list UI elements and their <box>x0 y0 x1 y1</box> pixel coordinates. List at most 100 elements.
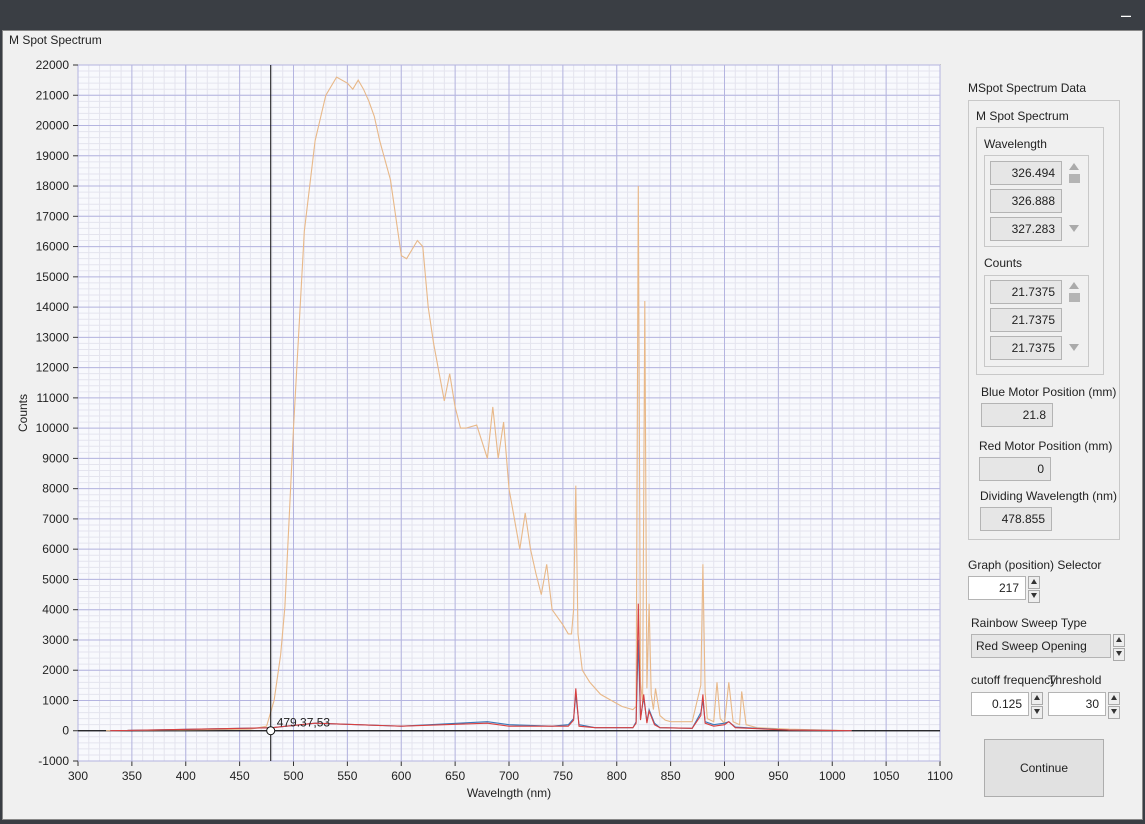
red-motor-field: 0 <box>979 457 1051 481</box>
rainbow-sweep-spinner[interactable] <box>1113 634 1125 661</box>
x-tick-label: 300 <box>68 769 88 783</box>
spectrum-chart[interactable]: 300 350 400 450 500 550 600 650 700 750 800 850 900 9… <box>3 31 953 819</box>
title-bar: – <box>0 0 1145 30</box>
y-tick-label: 7000 <box>42 512 69 526</box>
counts-scrollbar[interactable] <box>1068 278 1080 358</box>
blue-motor-label: Blue Motor Position (mm) <box>981 385 1117 399</box>
spin-down-icon[interactable] <box>1108 706 1120 719</box>
x-tick-label: 650 <box>445 769 465 783</box>
y-tick-label: 20000 <box>36 119 70 133</box>
cursor-label: 479.37,53 <box>277 716 331 730</box>
counts-value-1: 21.7375 <box>990 280 1062 304</box>
counts-list[interactable] <box>984 275 1089 367</box>
wavelength-value-2: 326.888 <box>990 189 1062 213</box>
continue-button[interactable]: Continue <box>984 739 1104 797</box>
wavelength-scrollbar[interactable] <box>1068 159 1080 239</box>
y-tick-label: 0 <box>62 724 69 738</box>
y-tick-label: 6000 <box>42 542 69 556</box>
threshold-spinner[interactable] <box>1108 692 1120 719</box>
x-tick-label: 500 <box>283 769 303 783</box>
scroll-up-icon[interactable] <box>1069 282 1079 289</box>
spin-up-icon[interactable] <box>1108 692 1120 705</box>
rainbow-sweep-label: Rainbow Sweep Type <box>971 616 1087 630</box>
spin-up-icon[interactable] <box>1028 576 1040 589</box>
y-tick-label: 2000 <box>42 663 69 677</box>
y-tick-label: 22000 <box>36 58 70 72</box>
x-tick-label: 800 <box>607 769 627 783</box>
threshold-input[interactable]: 30 <box>1048 692 1106 716</box>
series-line-1 <box>105 76 852 732</box>
x-tick-label: 600 <box>391 769 411 783</box>
threshold-label: Threshold <box>1048 673 1102 687</box>
cutoff-frequency-input[interactable]: 0.125 <box>971 692 1029 716</box>
y-tick-label: 21000 <box>36 88 70 102</box>
cursor-marker <box>266 726 276 736</box>
y-tick-label: 3000 <box>42 633 69 647</box>
y-tick-label: 16000 <box>36 240 70 254</box>
spectrum-window: M Spot Spectrum 300 350 400 450 500 550 600 650… <box>2 30 1143 820</box>
counts-value-2: 21.7375 <box>990 308 1062 332</box>
y-tick-label: 11000 <box>37 391 70 405</box>
dividing-wavelength-label: Dividing Wavelength (nm) <box>980 489 1117 503</box>
window-title: M Spot Spectrum <box>9 33 102 47</box>
wavelength-value-1: 326.494 <box>990 161 1062 185</box>
y-tick-label: 17000 <box>36 209 70 223</box>
x-tick-label: 1100 <box>927 769 953 783</box>
y-axis-label: Counts <box>16 394 30 432</box>
group-title: M Spot Spectrum <box>976 109 1069 123</box>
wavelength-value-3: 327.283 <box>990 217 1062 241</box>
y-tick-label: 15000 <box>36 270 70 284</box>
minimize-button[interactable]: – <box>1120 5 1131 25</box>
x-tick-label: 450 <box>230 769 250 783</box>
wavelength-list[interactable] <box>984 155 1089 247</box>
spin-up-icon[interactable] <box>1113 634 1125 647</box>
spin-down-icon[interactable] <box>1113 648 1125 661</box>
y-tick-label: 4000 <box>42 603 69 617</box>
x-tick-label: 400 <box>176 769 196 783</box>
x-tick-label: 950 <box>768 769 788 783</box>
rainbow-sweep-select[interactable]: Red Sweep Opening <box>971 634 1111 658</box>
y-tick-label: -1000 <box>38 754 69 768</box>
y-tick-label: 12000 <box>36 361 70 375</box>
blue-motor-field: 21.8 <box>981 403 1053 427</box>
graph-selector-spinner[interactable] <box>1028 576 1040 603</box>
y-tick-label: 19000 <box>36 149 70 163</box>
data-group-box <box>968 100 1120 540</box>
series-line-3 <box>110 603 852 732</box>
x-tick-label: 750 <box>553 769 573 783</box>
spin-down-icon[interactable] <box>1028 590 1040 603</box>
y-tick-label: 1000 <box>42 693 69 707</box>
counts-label: Counts <box>984 256 1023 270</box>
spectrum-inner-box <box>976 127 1104 375</box>
x-axis-label: Wavelngth (nm) <box>467 786 551 800</box>
y-tick-label: 14000 <box>36 300 70 314</box>
x-tick-label: 1000 <box>819 769 846 783</box>
red-motor-label: Red Motor Position (mm) <box>979 439 1113 453</box>
dividing-wavelength-field: 478.855 <box>980 507 1052 531</box>
y-tick-label: 8000 <box>42 482 69 496</box>
scroll-down-icon[interactable] <box>1069 225 1079 232</box>
x-tick-label: 1050 <box>873 769 900 783</box>
scroll-down-icon[interactable] <box>1069 344 1079 351</box>
y-tick-label: 10000 <box>36 421 70 435</box>
x-tick-label: 850 <box>661 769 681 783</box>
scroll-up-icon[interactable] <box>1069 163 1079 170</box>
y-tick-label: 13000 <box>36 330 70 344</box>
x-tick-label: 700 <box>499 769 519 783</box>
y-tick-label: 9000 <box>42 451 69 465</box>
scroll-thumb[interactable] <box>1068 174 1080 183</box>
cutoff-frequency-label: cutoff frequency <box>971 673 1057 687</box>
panel-title: MSpot Spectrum Data <box>968 81 1087 95</box>
cutoff-spinner[interactable] <box>1031 692 1043 719</box>
x-tick-label: 900 <box>714 769 734 783</box>
wavelength-label: Wavelength <box>984 137 1047 151</box>
x-tick-label: 550 <box>337 769 357 783</box>
y-tick-label: 5000 <box>42 572 69 586</box>
x-tick-label: 350 <box>122 769 142 783</box>
counts-value-3: 21.7375 <box>990 336 1062 360</box>
graph-selector-input[interactable]: 217 <box>968 576 1026 600</box>
graph-selector-label: Graph (position) Selector <box>968 558 1102 572</box>
spin-down-icon[interactable] <box>1031 706 1043 719</box>
scroll-thumb[interactable] <box>1068 293 1080 302</box>
spin-up-icon[interactable] <box>1031 692 1043 705</box>
